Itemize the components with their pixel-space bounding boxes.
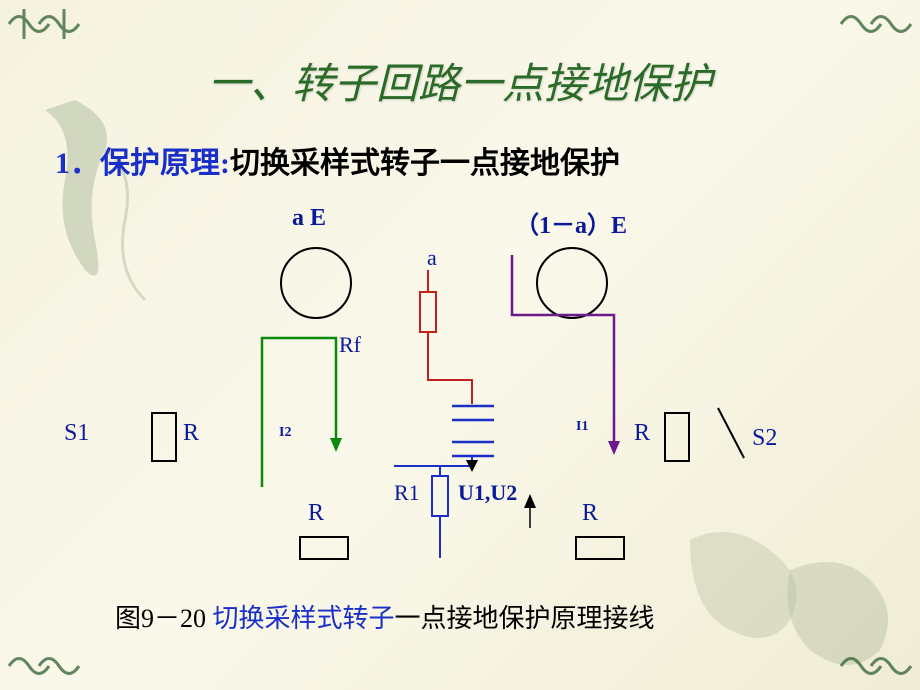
caption-black: 一点接地保护原理接线	[395, 604, 655, 633]
purple-path	[512, 255, 614, 445]
resistor-left	[152, 413, 176, 461]
label-1-a-E: （1－a）E	[515, 205, 627, 240]
cap-bot	[452, 442, 494, 456]
s2-switch	[718, 408, 744, 458]
label-R1: R1	[394, 480, 420, 506]
green-arrow	[330, 438, 342, 452]
green-path	[262, 338, 336, 487]
r1-resistor	[432, 476, 448, 516]
red-lines	[428, 270, 472, 404]
caption-blue: 切换采样式转子	[213, 604, 395, 633]
label-a: a	[427, 245, 437, 271]
label-R-br: R	[582, 500, 598, 527]
label-U12: U1,U2	[458, 480, 517, 506]
purple-arrow	[608, 441, 620, 455]
source-circle-right	[537, 248, 607, 318]
red-resistor	[420, 292, 436, 332]
label-aE: a E	[292, 205, 326, 232]
label-R-left: R	[183, 420, 199, 447]
figure-caption: 图9－20 切换采样式转子一点接地保护原理接线	[115, 598, 655, 635]
label-Rf: Rf	[339, 332, 361, 358]
resistor-bottom-left	[300, 537, 348, 559]
label-I1: I1	[576, 419, 588, 435]
u-arrow-up	[524, 494, 536, 508]
caption-prefix: 图9－20	[115, 604, 213, 633]
circuit-diagram	[0, 0, 920, 690]
label-S1: S1	[64, 420, 89, 447]
label-R-right: R	[634, 420, 650, 447]
label-R-bl: R	[308, 500, 324, 527]
source-circle-left	[281, 248, 351, 318]
resistor-right	[665, 413, 689, 461]
label-S2: S2	[752, 425, 777, 452]
resistor-bottom-right	[576, 537, 624, 559]
label-I2: I2	[279, 425, 291, 441]
cap-top	[452, 406, 494, 420]
